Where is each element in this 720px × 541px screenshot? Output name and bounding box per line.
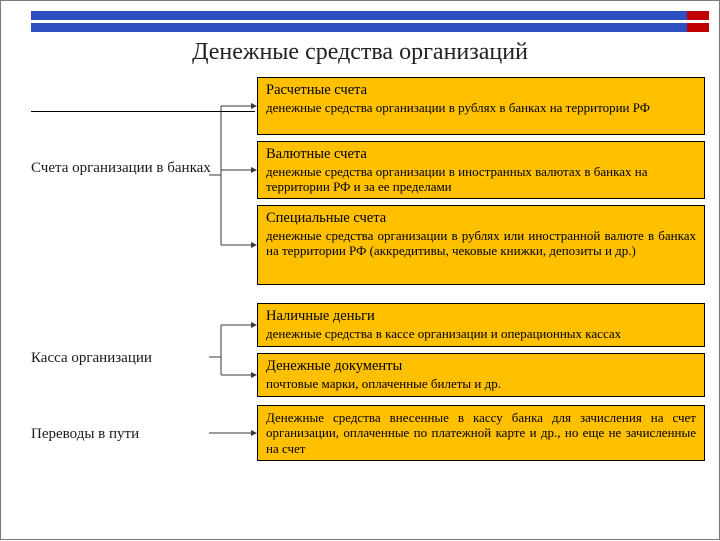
box-title: Расчетные счета [266,82,696,99]
top-bar-2-cap [687,23,709,32]
box-desc: почтовые марки, оплаченные билеты и др. [266,376,696,391]
box-title: Специальные счета [266,210,696,227]
category-label-transit: Переводы в пути [31,425,139,443]
box-desc: денежные средства в кассе организации и … [266,326,696,341]
box-transfers-in-transit: Денежные средства внесенные в кассу банк… [257,405,705,461]
top-bars [31,11,709,32]
box-cash: Наличные деньги денежные средства в касс… [257,303,705,347]
box-desc: денежные средства организации в иностран… [266,164,696,195]
top-bar-2-main [31,23,687,32]
box-title: Наличные деньги [266,308,696,325]
box-title: Денежные документы [266,358,696,375]
category-label-accounts: Счета организации в банках [31,159,211,177]
box-settlement-accounts: Расчетные счета денежные средства органи… [257,77,705,135]
top-bar-1-main [31,11,687,20]
box-special-accounts: Специальные счета денежные средства орга… [257,205,705,285]
box-desc: денежные средства организации в рублях в… [266,100,696,115]
box-desc: денежные средства организации в рублях и… [266,228,696,259]
top-bar-2 [31,23,709,32]
box-title: Валютные счета [266,146,696,163]
title-underline [31,111,255,112]
page-title: Денежные средства организаций [1,39,719,66]
box-money-documents: Денежные документы почтовые марки, оплач… [257,353,705,397]
top-bar-1 [31,11,709,20]
slide-frame: Денежные средства организаций Счета орга… [0,0,720,540]
category-label-kassa: Касса организации [31,349,152,367]
top-bar-1-cap [687,11,709,20]
box-currency-accounts: Валютные счета денежные средства организ… [257,141,705,199]
box-desc: Денежные средства внесенные в кассу банк… [266,410,696,456]
